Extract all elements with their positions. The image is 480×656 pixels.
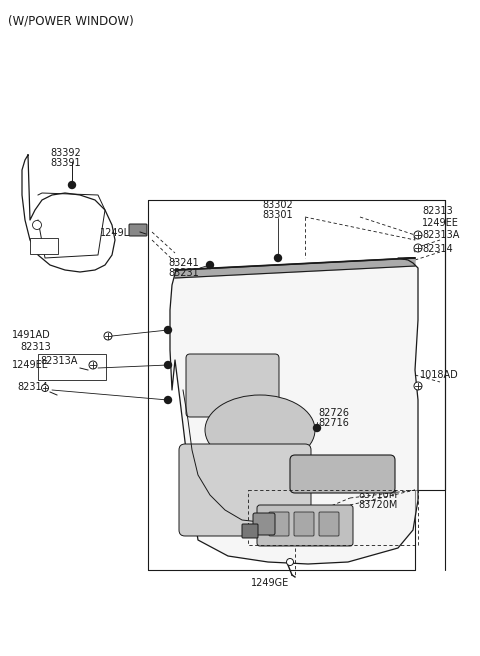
Ellipse shape [205, 395, 315, 465]
Circle shape [33, 220, 41, 230]
Circle shape [104, 332, 112, 340]
Circle shape [41, 384, 48, 392]
Text: 83231: 83231 [168, 268, 199, 278]
Text: 83301: 83301 [263, 210, 293, 220]
Text: 83302: 83302 [263, 200, 293, 210]
Text: 1249EE: 1249EE [12, 360, 49, 370]
Text: 1249LD: 1249LD [100, 228, 138, 238]
Circle shape [414, 231, 422, 239]
Circle shape [287, 558, 293, 565]
Text: 82313A: 82313A [40, 356, 77, 366]
FancyBboxPatch shape [294, 512, 314, 536]
Text: 82716: 82716 [318, 418, 349, 428]
FancyBboxPatch shape [179, 444, 311, 536]
Text: 82314: 82314 [17, 382, 48, 392]
Circle shape [89, 361, 97, 369]
FancyBboxPatch shape [129, 224, 147, 236]
Text: 82314: 82314 [422, 244, 453, 254]
Circle shape [165, 361, 171, 369]
Circle shape [414, 382, 422, 390]
FancyBboxPatch shape [269, 512, 289, 536]
FancyBboxPatch shape [290, 455, 395, 493]
Circle shape [206, 262, 214, 268]
Circle shape [165, 396, 171, 403]
Text: (W/POWER WINDOW): (W/POWER WINDOW) [8, 14, 134, 27]
Circle shape [313, 424, 321, 432]
Circle shape [165, 327, 171, 333]
Text: 1249EE: 1249EE [422, 218, 459, 228]
Text: H93580: H93580 [270, 536, 308, 546]
Polygon shape [170, 258, 418, 564]
FancyBboxPatch shape [319, 512, 339, 536]
Text: 83710M: 83710M [358, 490, 397, 500]
Text: 82313A: 82313A [422, 230, 459, 240]
Text: 1491AD: 1491AD [12, 330, 51, 340]
Circle shape [69, 182, 75, 188]
Text: 83241: 83241 [168, 258, 199, 268]
Circle shape [414, 244, 422, 252]
Text: 83720M: 83720M [358, 500, 397, 510]
Bar [248, 490, 418, 545]
Text: 82313: 82313 [422, 206, 453, 216]
FancyBboxPatch shape [253, 513, 275, 535]
Bar [38, 354, 106, 380]
Polygon shape [175, 258, 415, 278]
Circle shape [275, 255, 281, 262]
Text: 82313: 82313 [20, 342, 51, 352]
Text: 83392: 83392 [50, 148, 81, 158]
Text: 1018AD: 1018AD [420, 370, 459, 380]
FancyBboxPatch shape [257, 505, 353, 546]
Text: 1249GE: 1249GE [251, 578, 289, 588]
FancyBboxPatch shape [242, 524, 258, 538]
Bar [30, 238, 58, 254]
Text: 83391: 83391 [50, 158, 81, 168]
Text: 82726: 82726 [318, 408, 349, 418]
FancyBboxPatch shape [186, 354, 279, 417]
